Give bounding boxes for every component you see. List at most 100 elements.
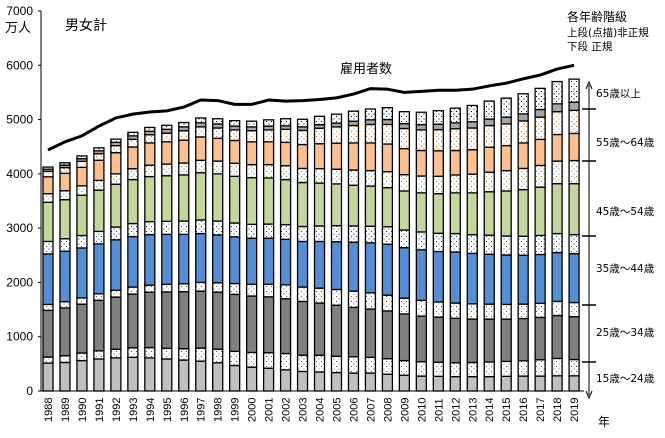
bar-segment bbox=[76, 297, 88, 305]
bar-segment bbox=[144, 126, 156, 132]
bar-segment bbox=[229, 364, 241, 392]
bar-segment bbox=[195, 159, 207, 174]
bar-segment bbox=[110, 144, 122, 154]
bar-segment bbox=[313, 354, 326, 373]
age-group-label: 25歳～34歳 bbox=[596, 327, 655, 339]
bar-segment bbox=[500, 144, 512, 172]
bar-segment bbox=[500, 235, 512, 256]
bar-segment bbox=[144, 357, 156, 392]
bar-segment bbox=[347, 356, 360, 374]
bar-segment bbox=[161, 132, 173, 143]
bar-segment bbox=[449, 251, 461, 304]
bar-segment bbox=[76, 166, 88, 187]
bar-segment bbox=[432, 232, 444, 253]
bar-segment bbox=[262, 223, 275, 239]
bar-segment bbox=[262, 352, 275, 369]
y-axis: 0 1000 2000 3000 4000 5000 6000 7000 bbox=[6, 4, 584, 398]
bar-segment bbox=[93, 159, 105, 182]
bar-segment bbox=[330, 225, 343, 243]
bar-segment bbox=[398, 111, 411, 125]
bar-segment bbox=[195, 117, 207, 124]
bar-segment bbox=[59, 172, 71, 192]
bar-segment bbox=[568, 132, 580, 162]
bar-segment bbox=[398, 313, 411, 362]
bar-segment bbox=[330, 142, 343, 170]
bar-segment bbox=[364, 242, 377, 294]
bar-segment bbox=[330, 371, 343, 392]
bar-segment bbox=[551, 160, 563, 185]
bar-segment bbox=[161, 283, 173, 293]
y-tick-label: 6000 bbox=[6, 58, 33, 72]
bar-segment bbox=[127, 347, 139, 358]
x-axis-labels: 1988 1989 1990 1991 1992 1993 1994 1995 1996 1997… bbox=[43, 398, 581, 422]
bar-segment bbox=[195, 172, 207, 221]
bar-segment bbox=[500, 375, 512, 392]
bar-segment bbox=[534, 302, 546, 319]
bar-segment bbox=[59, 361, 71, 392]
bar-2003 bbox=[296, 118, 309, 392]
bar-segment bbox=[534, 87, 546, 111]
bar-segment bbox=[296, 370, 309, 392]
bar-segment bbox=[449, 375, 461, 392]
bar-2004 bbox=[313, 115, 326, 392]
bar-segment bbox=[42, 303, 54, 312]
bar-segment bbox=[568, 301, 580, 318]
bar-segment bbox=[347, 124, 360, 144]
bar-segment bbox=[42, 170, 54, 178]
bar-segment bbox=[466, 375, 478, 392]
bar-segment bbox=[330, 168, 343, 185]
x-tick-label: 1989 bbox=[60, 398, 72, 422]
bar-segment bbox=[347, 142, 360, 171]
bar-segment bbox=[432, 175, 444, 195]
bar-segment bbox=[161, 141, 173, 165]
bar-2017 bbox=[534, 87, 546, 392]
bar-segment bbox=[59, 238, 71, 252]
x-tick-label: 2005 bbox=[331, 398, 343, 422]
bar-segment bbox=[212, 160, 224, 175]
bar-segment bbox=[347, 110, 360, 122]
bar-segment bbox=[279, 352, 292, 371]
bar-segment bbox=[568, 182, 580, 236]
x-tick-label: 1993 bbox=[128, 398, 140, 422]
bar-segment bbox=[517, 142, 529, 170]
bar-segment bbox=[517, 120, 529, 144]
bar-segment bbox=[229, 139, 241, 164]
x-tick-label: 1994 bbox=[145, 398, 157, 422]
bar-segment bbox=[110, 173, 122, 185]
bar-segment bbox=[449, 174, 461, 194]
bar-segment bbox=[178, 121, 190, 128]
y-tick-label: 0 bbox=[26, 384, 33, 398]
bar-segment bbox=[178, 348, 190, 361]
bar-segment bbox=[76, 234, 88, 249]
bar-segment bbox=[262, 119, 275, 127]
bar-segment bbox=[296, 129, 309, 146]
x-tick-label: 2004 bbox=[315, 398, 327, 422]
y-axis-unit: 万人 bbox=[5, 21, 31, 36]
legend-note-2: 上段(点描)非正規 bbox=[567, 26, 649, 39]
bar-2018 bbox=[551, 80, 563, 392]
bar-segment bbox=[364, 108, 377, 121]
bar-segment bbox=[262, 367, 275, 392]
bar-segment bbox=[76, 359, 88, 392]
bar-segment bbox=[279, 178, 292, 226]
bar-segment bbox=[483, 124, 495, 148]
bar-segment bbox=[110, 183, 122, 228]
bar-segment bbox=[76, 185, 88, 196]
bar-segment bbox=[279, 223, 292, 240]
bar-segment bbox=[466, 303, 478, 320]
bar-segment bbox=[127, 168, 139, 181]
bar-segment bbox=[330, 241, 343, 291]
bar-segment bbox=[381, 243, 394, 296]
bar-segment bbox=[59, 355, 71, 364]
y-tick-label: 2000 bbox=[6, 275, 33, 289]
bar-segment bbox=[279, 141, 292, 167]
x-tick-label: 2014 bbox=[484, 398, 496, 422]
bar-segment bbox=[483, 303, 495, 320]
bar-segment bbox=[110, 138, 122, 144]
bar-segment bbox=[42, 356, 54, 364]
bar-segment bbox=[347, 372, 360, 392]
x-tick-label: 2001 bbox=[264, 398, 276, 422]
bar-segment bbox=[347, 120, 360, 127]
bar-segment bbox=[517, 375, 529, 392]
bar-segment bbox=[517, 113, 529, 122]
